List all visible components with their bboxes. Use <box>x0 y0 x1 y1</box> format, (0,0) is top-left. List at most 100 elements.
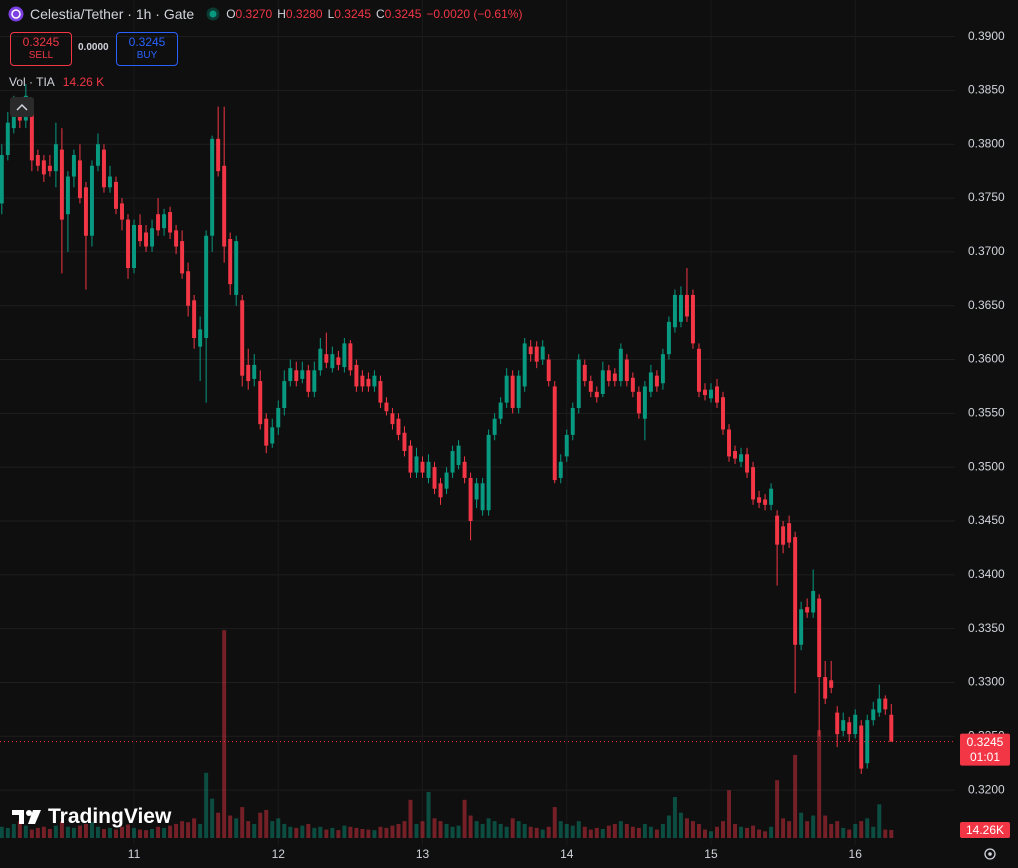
ohlc-item: L0.3245 <box>328 7 371 21</box>
volume-bar <box>462 799 467 838</box>
candle-body <box>384 402 389 412</box>
volume-bar <box>883 829 888 838</box>
candle-body <box>733 451 738 459</box>
volume-bar <box>781 818 786 838</box>
candle-body <box>5 122 10 156</box>
volume-bar <box>889 829 894 838</box>
branding[interactable]: TradingView <box>12 805 171 829</box>
candle-body <box>360 375 365 387</box>
candle-body <box>865 720 870 764</box>
y-tick-label: 0.3700 <box>968 244 1005 258</box>
candle-body <box>11 111 16 129</box>
volume-bar <box>751 825 756 838</box>
candle-body <box>636 391 641 414</box>
candle-body <box>89 165 94 236</box>
candle-body <box>498 402 503 419</box>
volume-tag-label: 14.26K <box>966 823 1004 837</box>
candle-body <box>276 407 281 428</box>
candle-body <box>77 160 82 199</box>
volume-bar <box>348 826 353 838</box>
settings-icon-center <box>988 852 992 856</box>
candle-body <box>823 677 828 699</box>
candle-body <box>378 381 383 403</box>
candle-body <box>41 160 46 175</box>
candle-body <box>558 461 563 478</box>
volume-bar <box>138 829 143 838</box>
volume-bar <box>696 823 701 838</box>
candle-body <box>853 714 858 735</box>
buy-button[interactable]: 0.3245 BUY <box>116 32 178 66</box>
x-tick-label: 14 <box>560 847 574 861</box>
candle-body <box>450 451 455 473</box>
candle-body <box>120 203 124 220</box>
volume-bar <box>71 827 76 838</box>
volume-bar <box>811 815 816 838</box>
candle-body <box>775 515 780 545</box>
candle-body <box>654 375 659 387</box>
candle-body <box>156 214 161 231</box>
volume-bar <box>817 730 822 838</box>
volume-bar <box>492 821 497 838</box>
volume-bar <box>769 826 774 838</box>
volume-bar <box>252 823 257 838</box>
ohlc-value: 0.3270 <box>235 7 273 21</box>
volume-bar <box>799 812 804 838</box>
volume-bar <box>450 826 455 838</box>
candle-body <box>474 483 479 500</box>
volume-bar <box>528 826 533 838</box>
volume-bar <box>733 823 738 838</box>
volume-bar <box>372 830 377 838</box>
candle-body <box>702 389 707 396</box>
volume-bar <box>468 815 473 838</box>
candle-body <box>354 364 359 387</box>
symbol-title[interactable]: Celestia/Tether · 1h · Gate <box>30 6 195 22</box>
candle-body <box>883 698 888 710</box>
volume-bar <box>618 821 623 838</box>
candle-body <box>805 607 810 613</box>
volume-bar <box>672 796 677 838</box>
collapse-button[interactable] <box>10 97 34 117</box>
volume-bar <box>300 825 305 838</box>
volume-bar <box>516 821 521 838</box>
volume-bar <box>600 829 605 838</box>
candle-body <box>642 386 647 419</box>
candle-body <box>312 370 317 392</box>
ohlc-label: C <box>376 7 385 21</box>
volume-bar <box>456 825 461 838</box>
y-tick-label: 0.3300 <box>968 675 1005 689</box>
volume-bar <box>612 823 617 838</box>
volume-bar <box>606 825 611 838</box>
volume-bar <box>498 823 503 838</box>
candle-body <box>228 238 233 285</box>
volume-legend: Vol · TIA 14.26 K <box>9 75 104 89</box>
volume-bar <box>444 823 449 838</box>
spread: 0.0000 <box>78 42 109 53</box>
volume-bar <box>360 829 365 838</box>
candle-body <box>336 357 341 365</box>
candle-body <box>65 176 70 215</box>
candle-body <box>787 523 792 543</box>
axes: 0.32000.32500.33000.33500.34000.34500.35… <box>0 29 1010 861</box>
candle-body <box>763 499 768 505</box>
candle-body <box>426 461 431 478</box>
volume-bar <box>877 804 882 838</box>
volume-bar <box>384 827 389 838</box>
volume-bar <box>582 826 587 838</box>
candle-body <box>396 418 401 435</box>
candle-body <box>871 709 876 721</box>
y-tick-label: 0.3400 <box>968 567 1005 581</box>
settings-icon[interactable] <box>984 848 996 860</box>
candle-body <box>757 497 762 503</box>
volume-bar <box>522 823 527 838</box>
candle-body <box>198 329 203 347</box>
volume-bar <box>210 798 215 838</box>
volume-bar <box>727 790 732 838</box>
candle-body <box>150 228 155 247</box>
volume-bar <box>192 818 197 838</box>
volume-bar <box>270 821 275 838</box>
volume-bar <box>408 799 413 838</box>
volume-bar <box>859 821 864 838</box>
volume-bar <box>558 821 563 838</box>
sell-button[interactable]: 0.3245 SELL <box>10 32 72 66</box>
